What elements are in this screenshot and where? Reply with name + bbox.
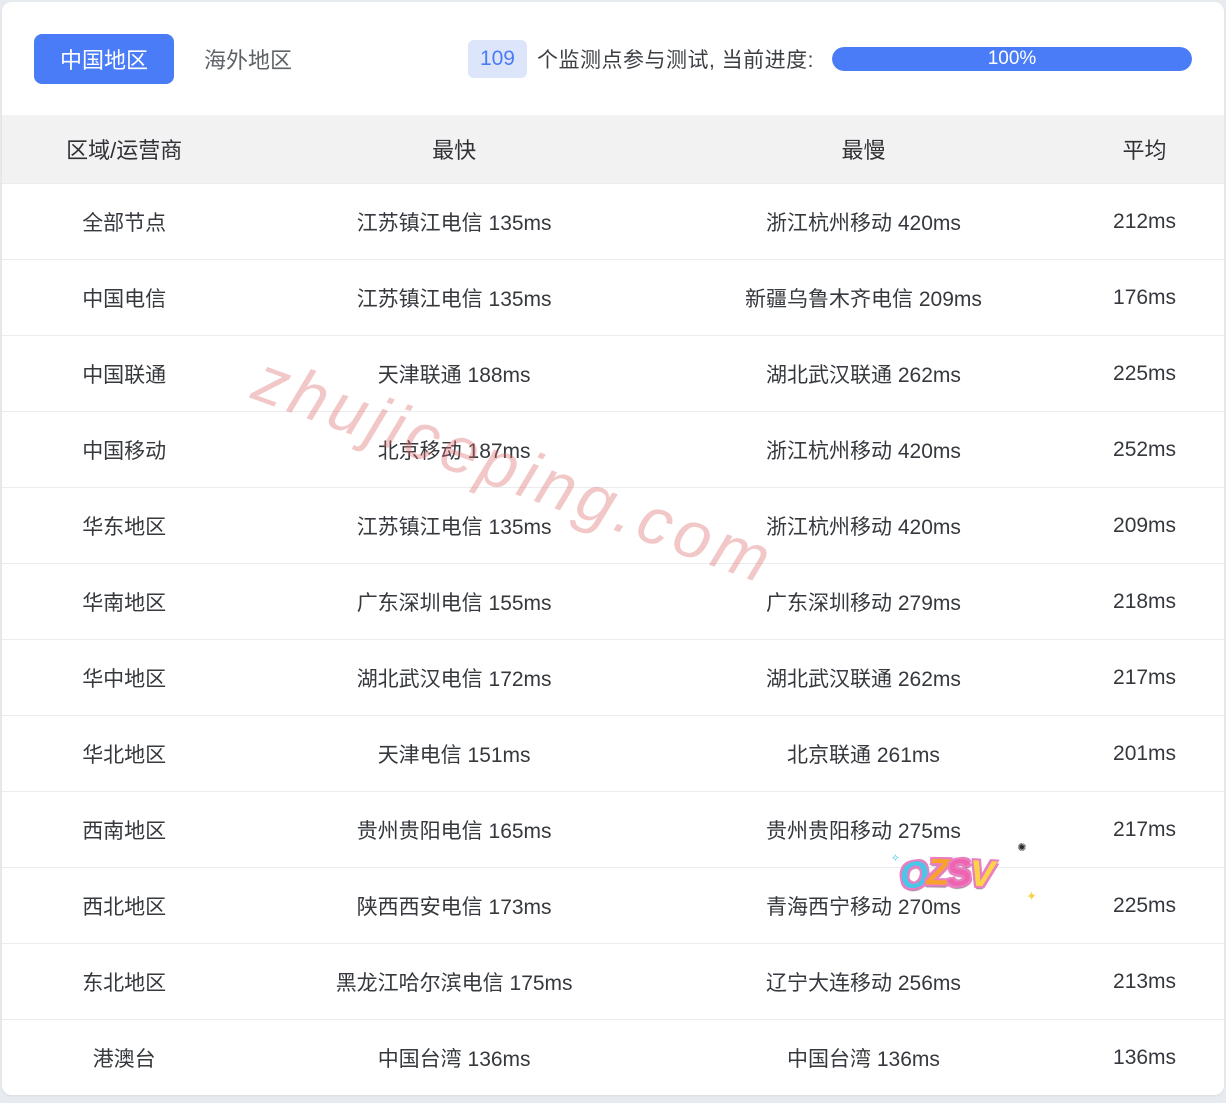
table-row: 西北地区 陕西西安电信 173ms 青海西宁移动 270ms 225ms [2, 867, 1224, 943]
cell-region: 全部节点 [82, 211, 167, 235]
table-row: 华北地区 天津电信 151ms 北京联通 261ms 201ms [2, 715, 1224, 791]
cell-region: 西南地区 [82, 819, 167, 843]
cell-slowest: 浙江杭州移动 420ms [766, 211, 961, 235]
cell-avg: 212ms [1113, 209, 1177, 233]
table-header-row: 区域/运营商 最快 最慢 平均 [2, 115, 1224, 183]
monitor-count-badge: 109 [467, 39, 527, 78]
cell-fastest: 黑龙江哈尔滨电信 175ms [335, 971, 573, 995]
tab-overseas-region[interactable]: 海外地区 [204, 47, 293, 73]
cell-fastest: 天津电信 151ms [377, 743, 531, 767]
cell-slowest: 北京联通 261ms [787, 743, 940, 767]
cell-region: 华北地区 [82, 743, 167, 767]
cell-avg: 136ms [1113, 1045, 1177, 1069]
table-row: 华中地区 湖北武汉电信 172ms 湖北武汉联通 262ms 217ms [2, 639, 1224, 715]
cell-fastest: 广东深圳电信 155ms [356, 591, 552, 615]
cell-region: 港澳台 [92, 1047, 156, 1071]
cell-region: 中国联通 [82, 363, 167, 387]
cell-slowest: 湖北武汉联通 262ms [766, 363, 961, 387]
cell-avg: 201ms [1113, 741, 1177, 765]
cell-region: 东北地区 [82, 971, 167, 995]
column-header-slowest: 最慢 [841, 138, 886, 163]
column-header-region: 区域/运营商 [66, 138, 183, 163]
cell-fastest: 中国台湾 136ms [377, 1047, 531, 1071]
cell-fastest: 陕西西安电信 173ms [356, 895, 552, 919]
cell-region: 中国移动 [82, 439, 167, 463]
cell-avg: 217ms [1113, 817, 1177, 841]
cell-avg: 176ms [1113, 285, 1177, 309]
table-row: 华南地区 广东深圳电信 155ms 广东深圳移动 279ms 218ms [2, 563, 1224, 639]
cell-slowest: 新疆乌鲁木齐电信 209ms [745, 287, 982, 311]
table-row: 西南地区 贵州贵阳电信 165ms 贵州贵阳移动 275ms 217ms [2, 791, 1224, 867]
table-row: 中国电信 江苏镇江电信 135ms 新疆乌鲁木齐电信 209ms 176ms [2, 259, 1224, 335]
cell-fastest: 江苏镇江电信 135ms [356, 515, 552, 539]
tab-china-region[interactable]: 中国地区 [34, 33, 175, 84]
table-row: 全部节点 江苏镇江电信 135ms 浙江杭州移动 420ms 212ms [2, 183, 1224, 259]
cell-avg: 217ms [1113, 665, 1177, 689]
column-header-fastest: 最快 [432, 138, 477, 163]
table-body: 全部节点 江苏镇江电信 135ms 浙江杭州移动 420ms 212ms 中国电信 江苏镇… [2, 183, 1224, 1095]
column-header-average: 平均 [1122, 138, 1167, 163]
topbar: 中国地区 海外地区 109 个监测点参与测试, 当前进度: 100% [2, 2, 1224, 115]
table-row: 中国移动 北京移动 187ms 浙江杭州移动 420ms 252ms [2, 411, 1224, 487]
cell-region: 西北地区 [82, 895, 167, 919]
cell-region: 华南地区 [82, 591, 167, 615]
progress-bar: 100% [832, 46, 1192, 71]
cell-fastest: 天津联通 188ms [377, 363, 531, 387]
cell-slowest: 浙江杭州移动 420ms [766, 515, 961, 539]
progress-fill: 100% [832, 46, 1192, 71]
cell-region: 中国电信 [82, 287, 167, 311]
table-row: 东北地区 黑龙江哈尔滨电信 175ms 辽宁大连移动 256ms 213ms [2, 943, 1224, 1019]
table-row: 中国联通 天津联通 188ms 湖北武汉联通 262ms 225ms [2, 335, 1224, 411]
cell-slowest: 中国台湾 136ms [787, 1047, 940, 1071]
cell-region: 华中地区 [82, 667, 167, 691]
cell-slowest: 贵州贵阳移动 275ms [766, 819, 961, 843]
cell-avg: 252ms [1113, 437, 1177, 461]
cell-avg: 213ms [1113, 969, 1177, 993]
table-row: 港澳台 中国台湾 136ms 中国台湾 136ms 136ms [2, 1019, 1224, 1095]
cell-region: 华东地区 [82, 515, 167, 539]
cell-fastest: 江苏镇江电信 135ms [356, 287, 552, 311]
cell-avg: 225ms [1113, 893, 1177, 917]
cell-fastest: 北京移动 187ms [377, 439, 531, 463]
status-area: 109 个监测点参与测试, 当前进度: 100% [467, 39, 1192, 78]
cell-avg: 225ms [1113, 361, 1177, 385]
cell-slowest: 青海西宁移动 270ms [766, 895, 961, 919]
cell-fastest: 贵州贵阳电信 165ms [356, 819, 552, 843]
table-row: 华东地区 江苏镇江电信 135ms 浙江杭州移动 420ms 209ms [2, 487, 1224, 563]
cell-fastest: 江苏镇江电信 135ms [356, 211, 552, 235]
cell-avg: 218ms [1113, 589, 1177, 613]
progress-label: 100% [987, 47, 1037, 69]
cell-slowest: 浙江杭州移动 420ms [766, 439, 961, 463]
status-text: 个监测点参与测试, 当前进度: [536, 48, 814, 72]
cell-slowest: 广东深圳移动 279ms [766, 591, 961, 615]
cell-slowest: 辽宁大连移动 256ms [766, 971, 961, 995]
latency-table: 区域/运营商 最快 最慢 平均 全部节点 江苏镇江电信 135ms 浙江杭州移动 4… [2, 115, 1224, 1095]
cell-slowest: 湖北武汉联通 262ms [766, 667, 961, 691]
cell-avg: 209ms [1113, 513, 1177, 537]
cell-fastest: 湖北武汉电信 172ms [356, 667, 552, 691]
